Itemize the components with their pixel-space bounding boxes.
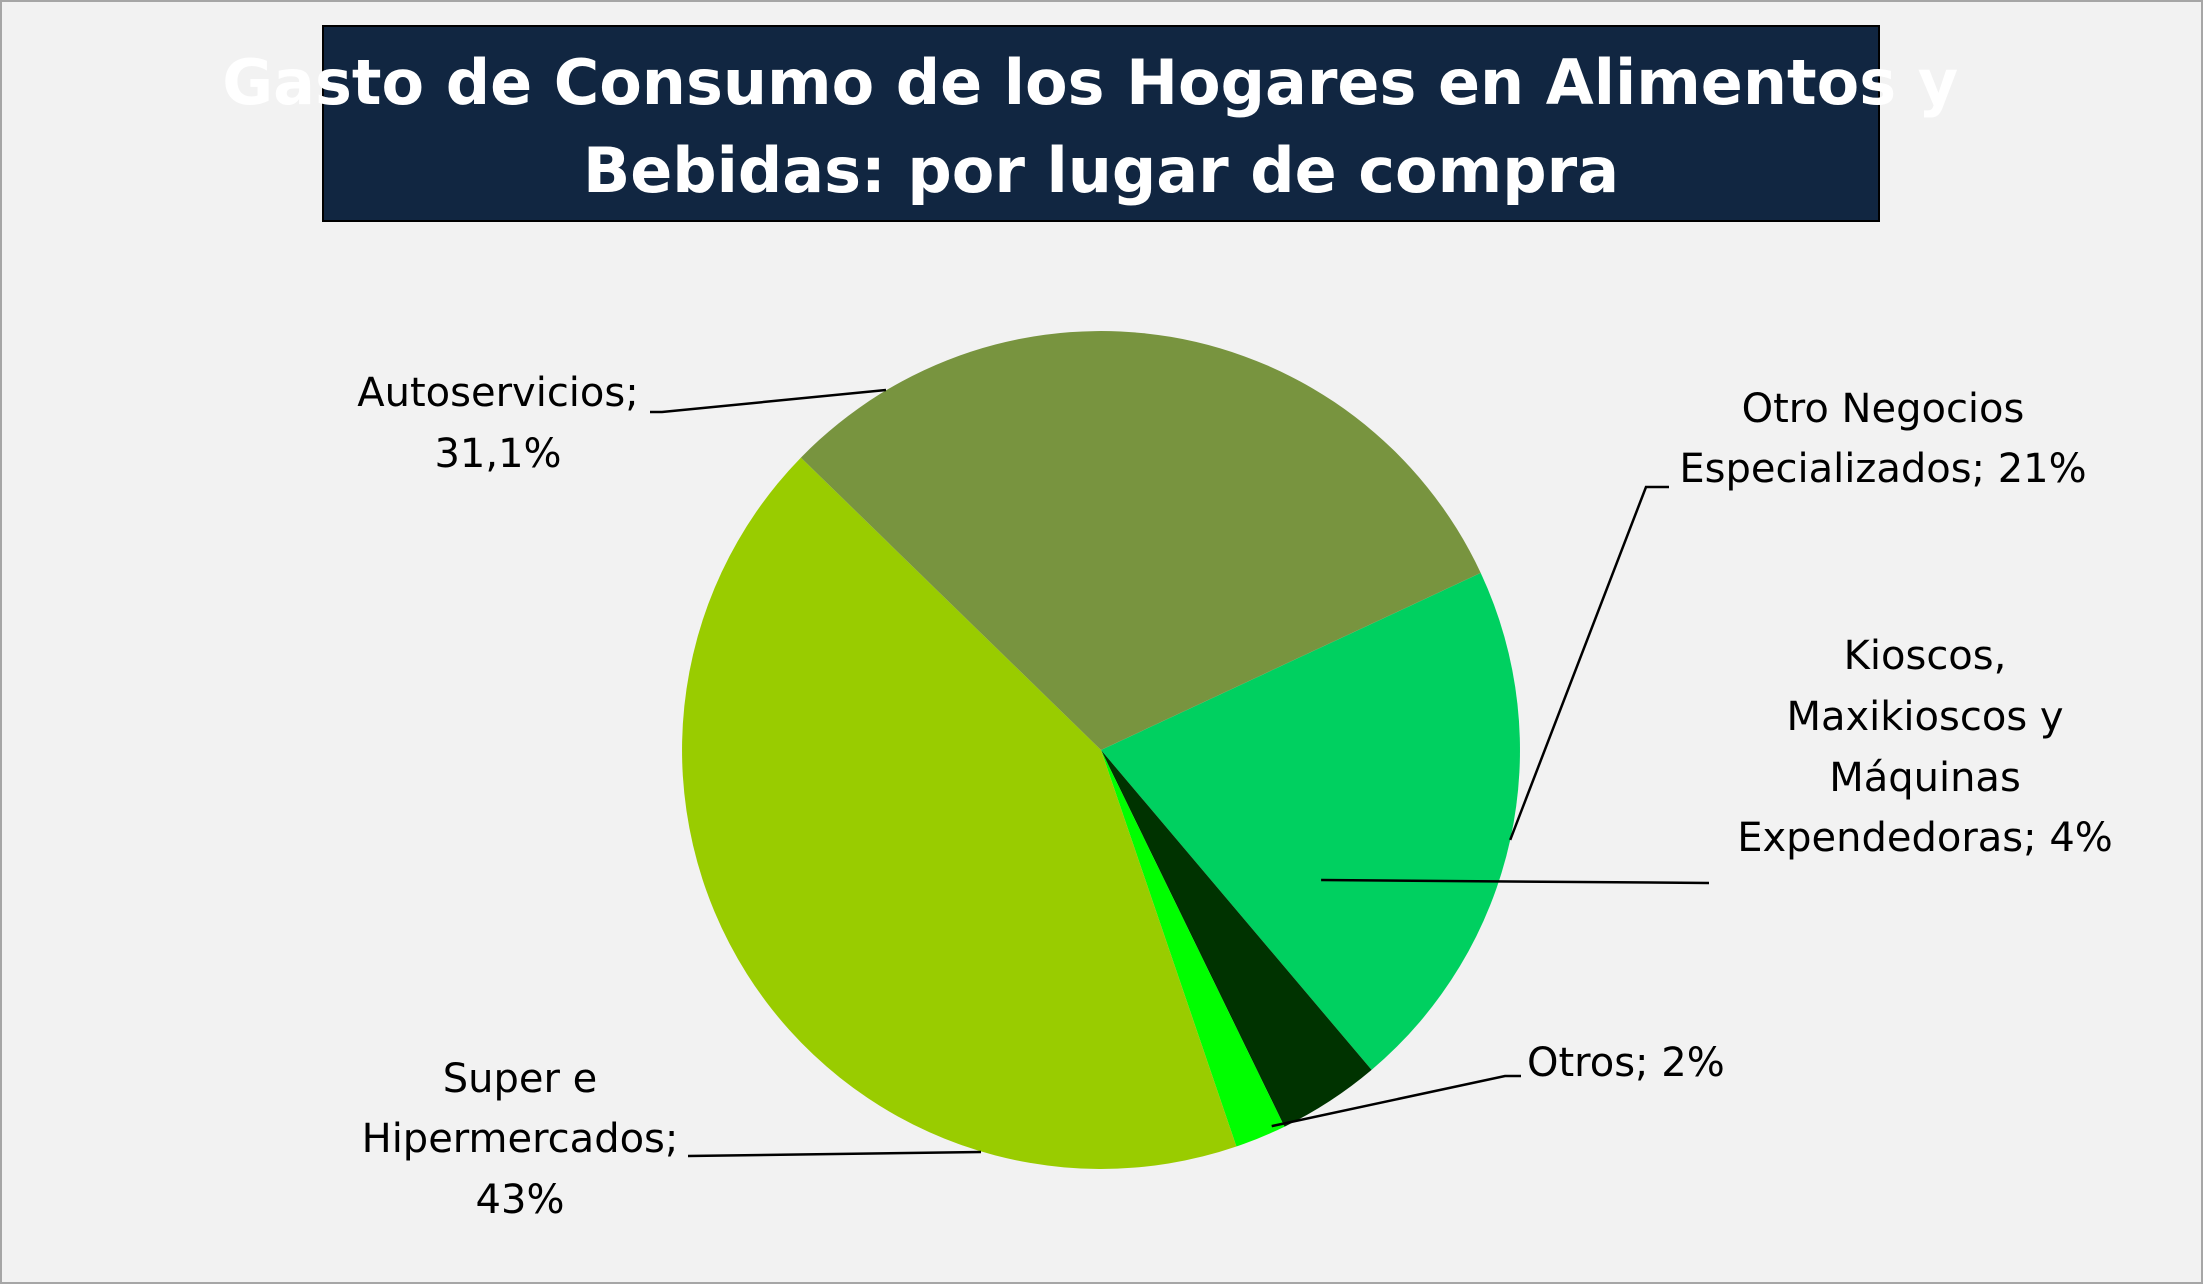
pie-slice-kioscos-maxikioscos-y-maquinas-expendedoras [1101, 750, 1372, 1127]
slice-label-otros: Otros; 2% [1527, 1040, 1725, 1086]
slice-label-autoservicios: Autoservicios; 31,1% [357, 370, 638, 477]
pie-slice-autoservicios [800, 331, 1481, 750]
slice-label-otro-negocios-especializados: Otro Negocios Especializados; 21% [1679, 386, 2086, 492]
chart-title-line-2: Bebidas: por lugar de compra [583, 134, 1619, 207]
slice-label-super-e-hipermercados: Super e Hipermercados; 43% [362, 1056, 679, 1223]
chart-title: Gasto de Consumo de los Hogares en Alime… [222, 46, 1979, 207]
slice-label-kioscos-maxikioscos-y-maquinas-expendedoras: Kioscos, Maxikioscos y Máquinas Expendedora… [1737, 633, 2113, 861]
leader-line-otro-negocios-especializados [1509, 485, 1669, 841]
leader-line-otros [1271, 1074, 1521, 1128]
leader-line-autoservicios [650, 388, 887, 414]
slice-labels: Otro Negocios Especializados; 21% Kioscos,… [357, 370, 2113, 1223]
leader-lines [650, 388, 1710, 1158]
chart-title-box [322, 25, 1880, 222]
pie-slices [682, 331, 1520, 1169]
pie-slice-otro-negocios-especializados [1101, 572, 1520, 1070]
pie-slice-super-e-hipermercados [682, 457, 1237, 1169]
pie-slice-otros [1101, 750, 1285, 1147]
leader-line-super-e-hipermercados [687, 1150, 982, 1158]
chart-title-line-1: Gasto de Consumo de los Hogares en Alime… [222, 46, 1958, 119]
leader-line-kioscos-maxikioscos-y-maquinas-expendedoras [1321, 878, 1710, 885]
